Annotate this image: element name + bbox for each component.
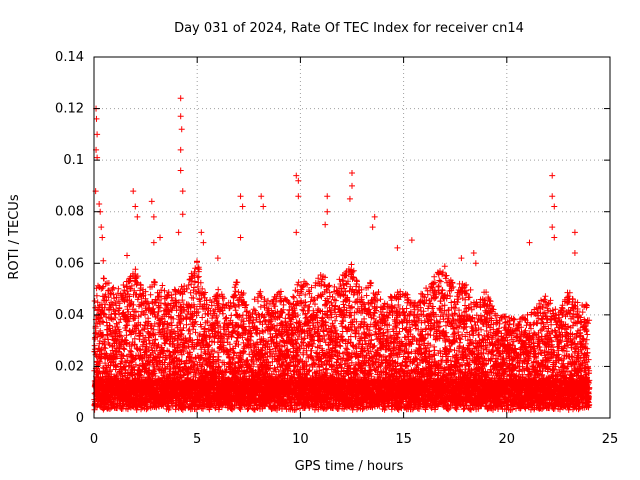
roti-outlier-point xyxy=(132,203,139,210)
roti-outlier-point xyxy=(551,234,558,241)
chart-title: Day 031 of 2024, Rate Of TEC Index for r… xyxy=(174,21,524,36)
roti-outlier-point xyxy=(178,126,185,133)
roti-outlier-point xyxy=(99,234,106,241)
roti-outlier-point xyxy=(549,172,556,179)
roti-outlier-point xyxy=(134,213,141,220)
roti-outlier-point xyxy=(369,224,376,231)
roti-outlier-point xyxy=(295,193,302,200)
roti-outlier-point xyxy=(177,95,184,102)
x-tick-label: 0 xyxy=(90,432,98,447)
y-tick-label: 0.14 xyxy=(55,50,84,65)
roti-outlier-point xyxy=(150,239,157,246)
roti-outlier-point xyxy=(472,260,479,267)
roti-outlier-point xyxy=(371,213,378,220)
roti-outlier-point xyxy=(237,193,244,200)
roti-outlier-point xyxy=(549,193,556,200)
axis-ticks: 0 0.02 0.04 0.06 0.08 0.1 0.12 0.14 0 5 10 15 20 25 xyxy=(55,50,618,447)
roti-outlier-point xyxy=(96,200,103,207)
roti-outlier-point xyxy=(526,239,533,246)
roti-outlier-point xyxy=(571,229,578,236)
roti-outlier-point xyxy=(346,195,353,202)
y-tick-label: 0.04 xyxy=(55,308,84,323)
roti-outlier-point xyxy=(94,154,101,161)
roti-outlier-point xyxy=(94,131,101,138)
roti-outlier-point xyxy=(324,193,331,200)
roti-outlier-point xyxy=(124,252,131,259)
roti-outlier-point xyxy=(295,177,302,184)
roti-outlier-point xyxy=(237,234,244,241)
y-tick-label: 0.1 xyxy=(63,153,84,168)
roti-outlier-point xyxy=(98,224,105,231)
roti-outlier-point xyxy=(179,211,186,218)
roti-outlier-point xyxy=(324,208,331,215)
roti-outlier-point xyxy=(179,188,186,195)
data-points xyxy=(91,95,593,413)
y-tick-label: 0.12 xyxy=(55,102,84,117)
roti-point-cloud xyxy=(91,258,593,413)
x-tick-label: 10 xyxy=(292,432,309,447)
roti-outlier-point xyxy=(130,188,137,195)
x-tick-label: 20 xyxy=(499,432,516,447)
roti-outlier-point xyxy=(177,167,184,174)
roti-outlier-point xyxy=(200,239,207,246)
roti-outlier-point xyxy=(293,172,300,179)
roti-outlier-point xyxy=(175,229,182,236)
roti-outlier-point xyxy=(177,146,184,153)
roti-outlier-point xyxy=(214,255,221,262)
x-axis-label: GPS time / hours xyxy=(295,459,404,474)
roti-outlier-point xyxy=(349,170,355,177)
roti-outlier-point xyxy=(549,224,556,231)
x-tick-label: 5 xyxy=(193,432,201,447)
roti-outlier-point xyxy=(258,193,265,200)
x-tick-label: 25 xyxy=(602,432,619,447)
roti-outlier-point xyxy=(571,249,578,256)
y-tick-label: 0.02 xyxy=(55,359,84,374)
roti-outlier-point xyxy=(470,249,477,256)
y-tick-label: 0.08 xyxy=(55,205,84,220)
roti-outlier-point xyxy=(293,229,300,236)
roti-outlier-point xyxy=(157,234,164,241)
roti-outlier-point xyxy=(322,221,329,228)
roti-outlier-point xyxy=(551,203,558,210)
roti-outlier-point xyxy=(260,203,267,210)
roti-outlier-point xyxy=(177,113,184,120)
roti-outlier-point xyxy=(198,229,205,236)
y-tick-label: 0 xyxy=(76,411,84,426)
y-tick-label: 0.06 xyxy=(55,256,84,271)
roti-outlier-point xyxy=(458,255,465,262)
y-axis-label: ROTI / TECUs xyxy=(7,194,22,279)
roti-outlier-point xyxy=(100,257,107,264)
roti-outlier-point xyxy=(394,244,401,251)
roti-outlier-point xyxy=(239,203,246,210)
roti-outlier-point xyxy=(408,237,415,244)
plot-frame xyxy=(93,56,611,419)
roti-outlier-point xyxy=(148,198,155,205)
x-tick-label: 15 xyxy=(395,432,412,447)
roti-outlier-point xyxy=(150,213,157,220)
roti-outlier-point xyxy=(349,182,355,189)
